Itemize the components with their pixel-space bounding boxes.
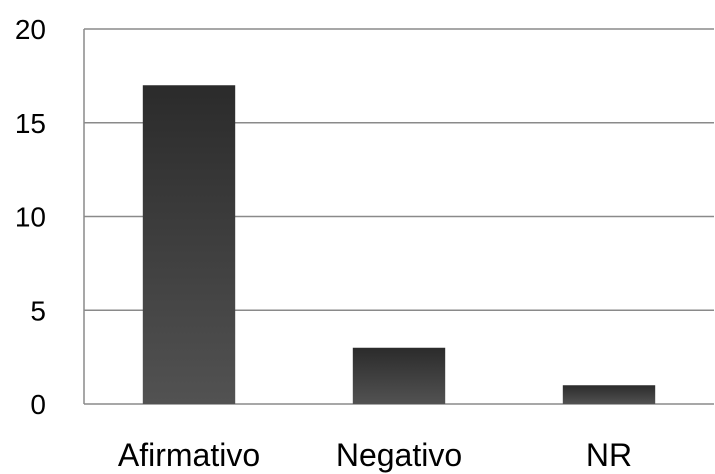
y-tick-label: 20 bbox=[15, 14, 46, 45]
x-category-labels: Afirmativo Negativo NR bbox=[118, 437, 632, 473]
x-category-label: Negativo bbox=[336, 437, 462, 473]
bar-negativo bbox=[352, 347, 446, 404]
y-tick-label: 15 bbox=[15, 108, 46, 139]
y-tick-label: 0 bbox=[30, 389, 46, 420]
bar-afirmativo bbox=[142, 85, 236, 404]
x-category-label: NR bbox=[586, 437, 632, 473]
y-tick-labels: 0 5 10 15 20 bbox=[15, 14, 46, 420]
bar-nr bbox=[562, 385, 656, 404]
y-tick-label: 5 bbox=[30, 295, 46, 326]
y-tick-label: 10 bbox=[15, 202, 46, 233]
x-category-label: Afirmativo bbox=[118, 437, 260, 473]
bars bbox=[142, 85, 656, 404]
